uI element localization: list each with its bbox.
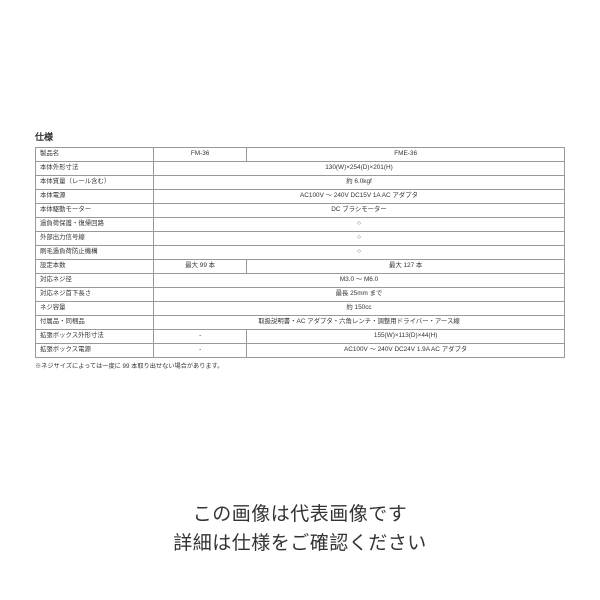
- row-value: 取扱説明書・AC アダプタ・六角レンチ・調整用ドライバー・アース線: [154, 316, 565, 330]
- row-value: M3.0 ～ M6.0: [154, 274, 565, 288]
- row-value: DC ブラシモーター: [154, 204, 565, 218]
- row-value: FM-36: [154, 148, 247, 162]
- row-label: 過負荷保護・復帰回路: [36, 218, 154, 232]
- table-row: 本体外形寸法130(W)×254(D)×201(H): [36, 162, 565, 176]
- table-row: 外部出力信号線○: [36, 232, 565, 246]
- row-value: 約 150cc: [154, 302, 565, 316]
- spec-section: 仕様 製品名FM-36FME-36本体外形寸法130(W)×254(D)×201…: [35, 130, 565, 370]
- row-label: 対応ネジ首下長さ: [36, 288, 154, 302]
- table-row: 本体駆動モーターDC ブラシモーター: [36, 204, 565, 218]
- spec-note: ※ネジサイズによっては一度に 99 本取り出せない場合があります。: [35, 361, 565, 370]
- table-row: 本体電源AC100V ～ 240V DC15V 1A AC アダプタ: [36, 190, 565, 204]
- table-row: ネジ容量約 150cc: [36, 302, 565, 316]
- row-value: 155(W)×113(D)×44(H): [247, 330, 565, 344]
- row-label: 拡張ボックス電源: [36, 344, 154, 358]
- row-value: 最大 127 本: [247, 260, 565, 274]
- row-value: 約 6.0kgf: [154, 176, 565, 190]
- row-label: 本体外形寸法: [36, 162, 154, 176]
- row-label: ネジ容量: [36, 302, 154, 316]
- table-row: 本体質量（レール含む）約 6.0kgf: [36, 176, 565, 190]
- caption-line-1: この画像は代表画像です: [0, 500, 600, 529]
- row-label: 対応ネジ径: [36, 274, 154, 288]
- image-caption: この画像は代表画像です 詳細は仕様をご確認ください: [0, 500, 600, 559]
- row-value: -: [154, 330, 247, 344]
- row-label: 付属品・同梱品: [36, 316, 154, 330]
- row-value: 最長 25mm まで: [154, 288, 565, 302]
- row-value: -: [154, 344, 247, 358]
- caption-line-2: 詳細は仕様をご確認ください: [0, 529, 600, 558]
- table-row: 製品名FM-36FME-36: [36, 148, 565, 162]
- row-label: 本体質量（レール含む）: [36, 176, 154, 190]
- row-label: 製品名: [36, 148, 154, 162]
- row-value: 最大 99 本: [154, 260, 247, 274]
- row-value: ○: [154, 218, 565, 232]
- table-row: 対応ネジ首下長さ最長 25mm まで: [36, 288, 565, 302]
- table-row: 設定本数最大 99 本最大 127 本: [36, 260, 565, 274]
- row-label: 刷毛過負荷防止機構: [36, 246, 154, 260]
- row-label: 本体電源: [36, 190, 154, 204]
- row-label: 本体駆動モーター: [36, 204, 154, 218]
- row-label: 設定本数: [36, 260, 154, 274]
- row-label: 外部出力信号線: [36, 232, 154, 246]
- row-label: 拡張ボックス外形寸法: [36, 330, 154, 344]
- row-value: ○: [154, 232, 565, 246]
- row-value: 130(W)×254(D)×201(H): [154, 162, 565, 176]
- row-value: AC100V ～ 240V DC15V 1A AC アダプタ: [154, 190, 565, 204]
- spec-table: 製品名FM-36FME-36本体外形寸法130(W)×254(D)×201(H)…: [35, 147, 565, 358]
- table-row: 付属品・同梱品取扱説明書・AC アダプタ・六角レンチ・調整用ドライバー・アース線: [36, 316, 565, 330]
- table-row: 拡張ボックス外形寸法-155(W)×113(D)×44(H): [36, 330, 565, 344]
- row-value: ○: [154, 246, 565, 260]
- spec-table-body: 製品名FM-36FME-36本体外形寸法130(W)×254(D)×201(H)…: [36, 148, 565, 358]
- table-row: 刷毛過負荷防止機構○: [36, 246, 565, 260]
- row-value: FME-36: [247, 148, 565, 162]
- table-row: 拡張ボックス電源-AC100V ～ 240V DC24V 1.9A AC アダプ…: [36, 344, 565, 358]
- row-value: AC100V ～ 240V DC24V 1.9A AC アダプタ: [247, 344, 565, 358]
- spec-title: 仕様: [35, 130, 565, 143]
- table-row: 対応ネジ径M3.0 ～ M6.0: [36, 274, 565, 288]
- table-row: 過負荷保護・復帰回路○: [36, 218, 565, 232]
